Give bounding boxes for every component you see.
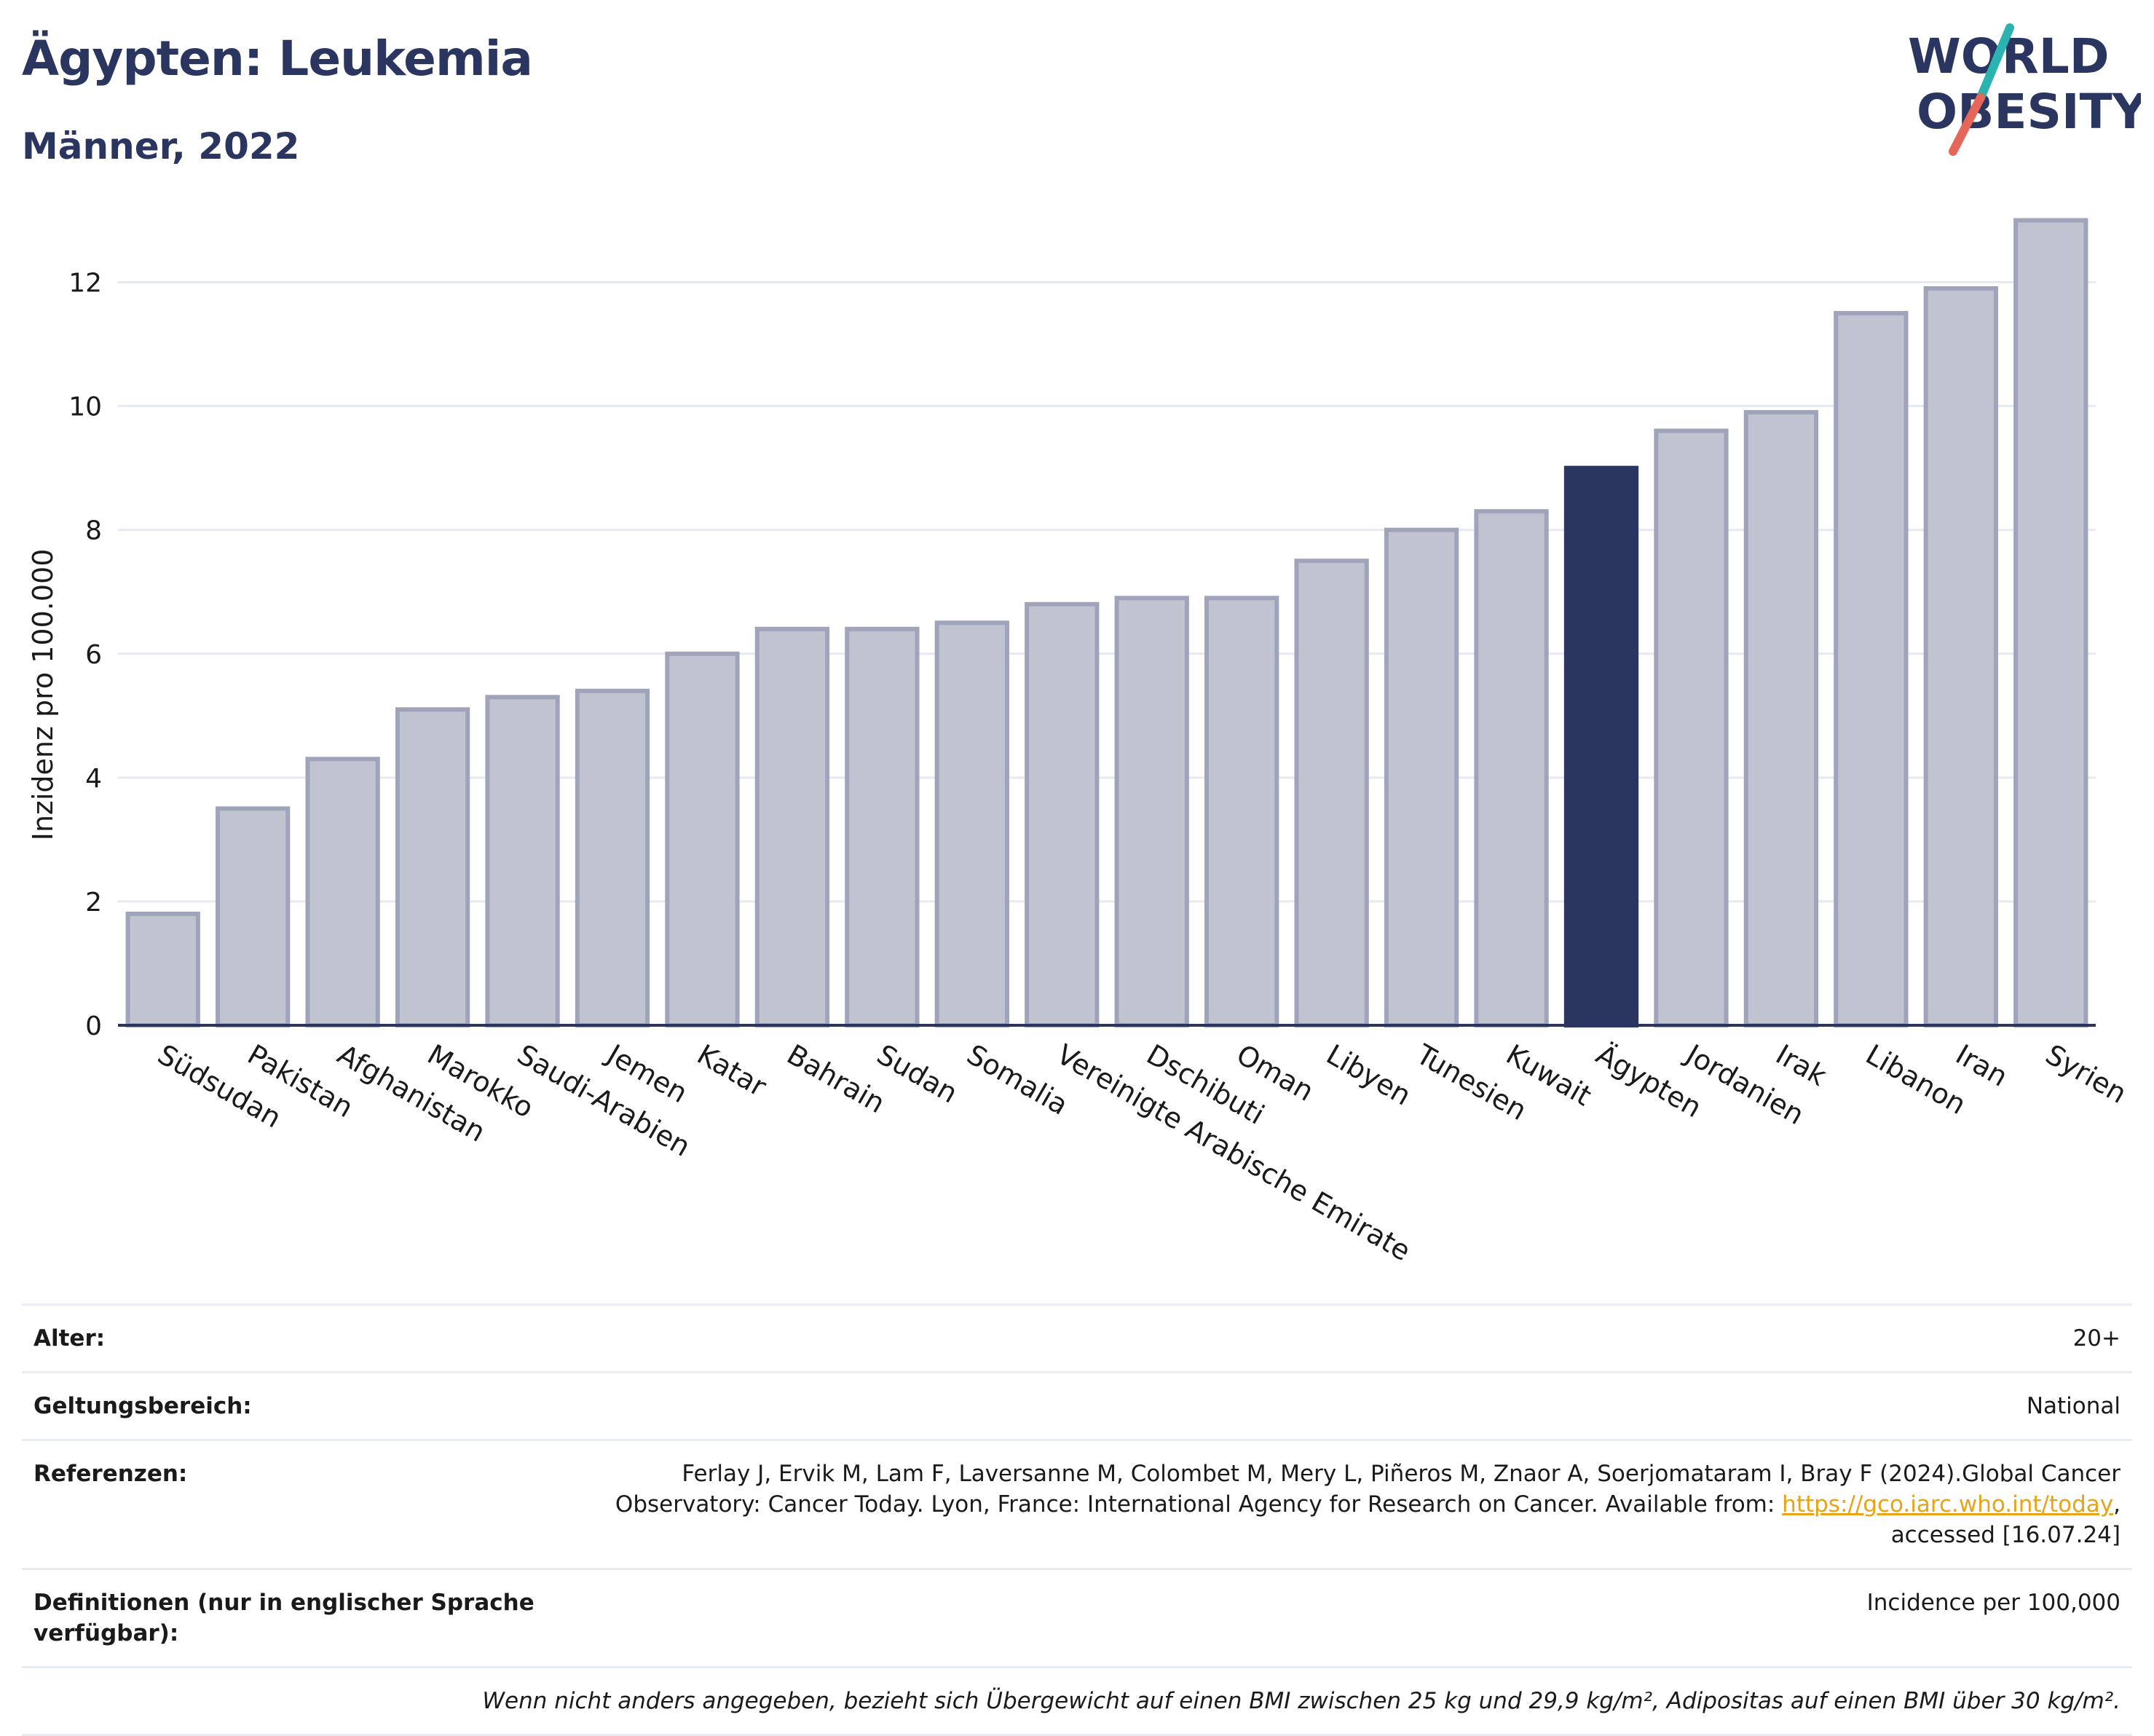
references-value: Ferlay J, Ervik M, Lam F, Laversanne M, … xyxy=(543,1459,2121,1550)
page-subtitle: Männer, 2022 xyxy=(22,125,300,167)
x-tick-label: Somalia xyxy=(961,1038,1073,1121)
x-tick-label: Iran xyxy=(1950,1038,2013,1093)
meta-row-references: Referenzen: Ferlay J, Ervik M, Lam F, La… xyxy=(22,1439,2132,1568)
bar xyxy=(575,688,650,1027)
x-tick-label: Katar xyxy=(692,1038,772,1103)
bar xyxy=(1384,527,1459,1027)
y-tick-label: 6 xyxy=(85,640,102,670)
scope-label: Geltungsbereich: xyxy=(33,1393,252,1419)
bar xyxy=(845,626,920,1027)
references-text-2: Observatory: Cancer Today. Lyon, France:… xyxy=(615,1491,1783,1518)
x-tick-labels: SüdsudanPakistanAfghanistanMarokkoSaudi-… xyxy=(152,1038,2132,1268)
references-label: Referenzen: xyxy=(33,1461,188,1487)
bar-highlight xyxy=(1563,465,1639,1027)
bar xyxy=(395,707,470,1027)
bar-chart: 0 2 4 6 8 10 12 SüdsudanPakistanAfghanistanMar… xyxy=(27,218,2132,1268)
meta-row-scope: Geltungsbereich: National xyxy=(22,1371,2132,1439)
y-tick-label: 12 xyxy=(68,269,102,299)
page-title: Ägypten: Leukemia xyxy=(22,31,533,87)
age-label: Alter: xyxy=(33,1325,106,1352)
scope-value: National xyxy=(2026,1393,2121,1419)
x-tick-label: Irak xyxy=(1770,1038,1831,1092)
age-value: 20+ xyxy=(2072,1325,2121,1352)
x-tick-label: Libyen xyxy=(1321,1038,1416,1112)
world-obesity-logo: WORLD OBESITY xyxy=(1908,23,2141,156)
bar xyxy=(1025,601,1100,1027)
x-tick-label: Libanon xyxy=(1861,1038,1971,1121)
bmi-note: Wenn nicht anders angegeben, bezieht sic… xyxy=(482,1688,2121,1714)
y-tick-labels: 0 2 4 6 8 10 12 xyxy=(68,269,102,1041)
x-tick-label: Syrien xyxy=(2040,1038,2132,1110)
y-tick-label: 8 xyxy=(85,516,102,546)
logo-slash-red xyxy=(1949,93,1985,156)
bar xyxy=(2013,218,2088,1027)
y-tick-label: 2 xyxy=(85,888,102,918)
bar xyxy=(665,651,740,1027)
bar xyxy=(1204,596,1279,1027)
meta-row-note: Wenn nicht anders angegeben, bezieht sic… xyxy=(22,1666,2132,1736)
references-text-1: Ferlay J, Ervik M, Lam F, Laversanne M, … xyxy=(682,1461,2121,1487)
definitions-value: Incidence per 100,000 xyxy=(1866,1590,2121,1616)
bar xyxy=(1114,596,1189,1027)
meta-row-age: Alter: 20+ xyxy=(22,1303,2132,1371)
metadata-table: Alter: 20+ Geltungsbereich: National Ref… xyxy=(22,1303,2132,1736)
bar xyxy=(1474,509,1549,1027)
bar xyxy=(305,757,380,1027)
definitions-label: Definitionen (nur in englischer Sprache … xyxy=(33,1590,534,1646)
bars xyxy=(125,218,2088,1028)
bar xyxy=(754,626,830,1027)
y-tick-label: 4 xyxy=(85,764,102,794)
bar xyxy=(1294,559,1369,1027)
x-tick-label: Bahrain xyxy=(781,1038,890,1120)
logo-text-obesity: OBESITY xyxy=(1917,84,2141,140)
y-tick-label: 0 xyxy=(85,1011,102,1041)
bar xyxy=(934,620,1009,1027)
bar xyxy=(1743,410,1819,1027)
y-tick-label: 10 xyxy=(68,392,102,422)
references-link[interactable]: https://gco.iarc.who.int/today xyxy=(1782,1491,2114,1518)
references-text-4: accessed [16.07.24] xyxy=(1890,1522,2121,1548)
bar xyxy=(125,911,200,1028)
meta-row-definitions: Definitionen (nur in englischer Sprache … xyxy=(22,1568,2132,1666)
logo-slash-teal xyxy=(1976,23,2014,102)
bar xyxy=(1654,428,1729,1027)
bar xyxy=(485,695,560,1027)
bar xyxy=(1923,286,1998,1027)
references-text-3: , xyxy=(2113,1491,2121,1518)
bar xyxy=(1834,311,1909,1027)
bar xyxy=(216,806,291,1027)
y-axis-label: Inzidenz pro 100.000 xyxy=(27,549,59,841)
